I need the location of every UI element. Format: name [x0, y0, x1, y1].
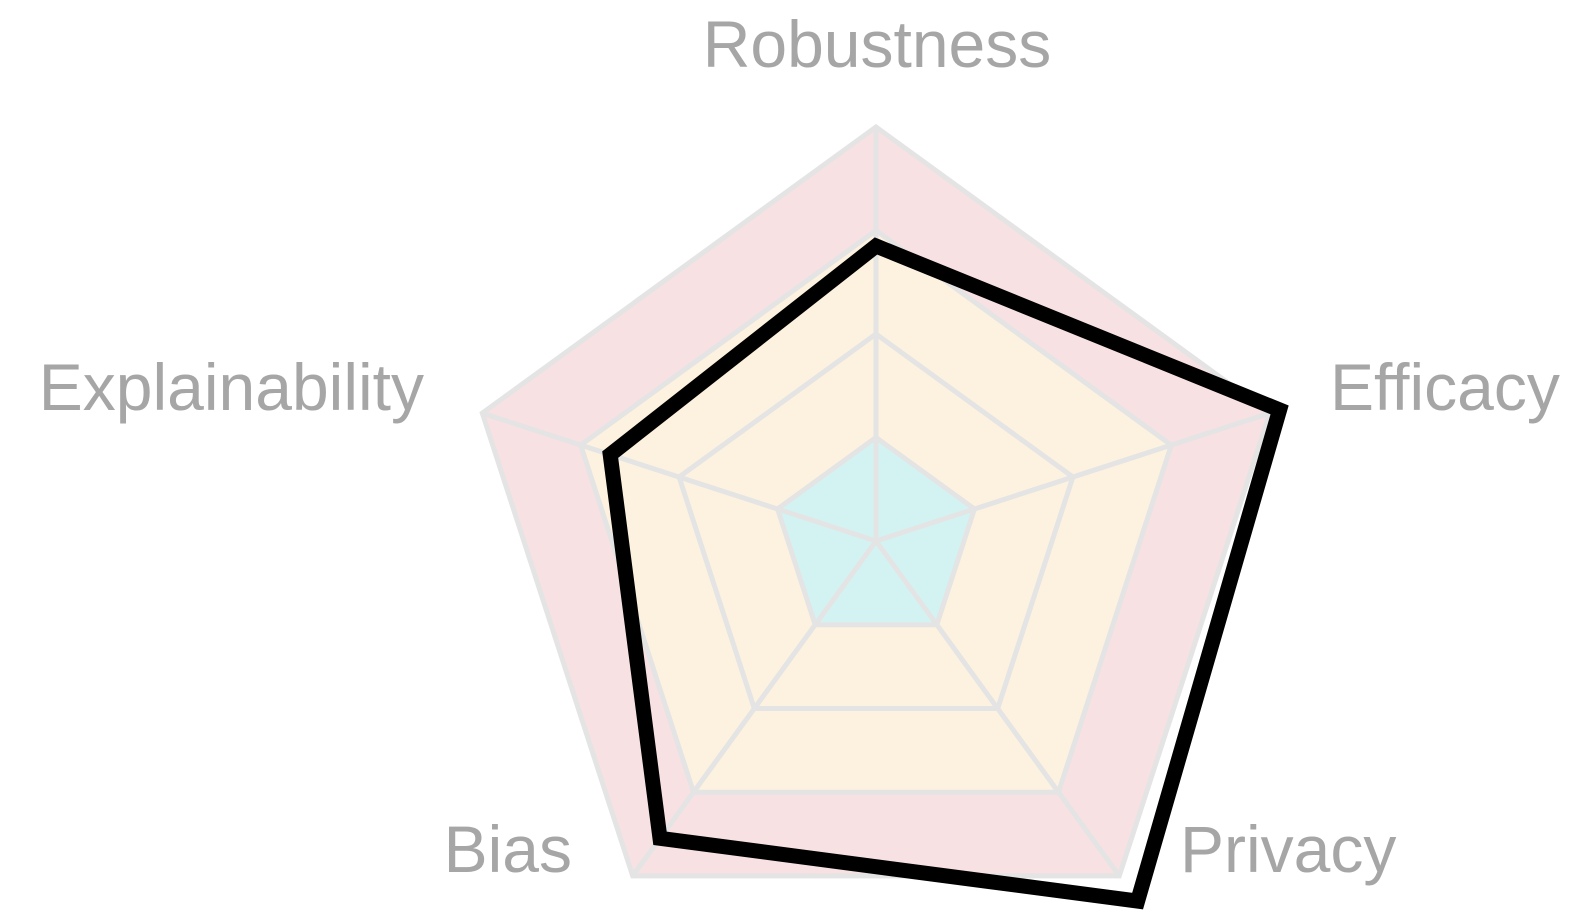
axis-label-privacy: Privacy: [1180, 812, 1396, 886]
axis-label-robustness: Robustness: [703, 7, 1052, 81]
axis-label-bias: Bias: [444, 812, 572, 886]
axis-label-efficacy: Efficacy: [1330, 350, 1560, 424]
axis-label-explainability: Explainability: [39, 350, 424, 424]
